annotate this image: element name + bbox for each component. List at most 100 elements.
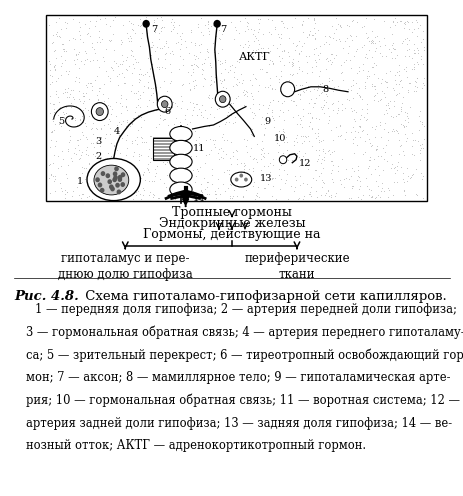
Point: [317, 176, 325, 184]
Circle shape: [219, 96, 225, 103]
Point: [206, 62, 213, 69]
Point: [238, 76, 246, 84]
Point: [69, 86, 76, 94]
Point: [130, 188, 138, 196]
Point: [182, 105, 190, 113]
Point: [228, 61, 236, 69]
Point: [383, 102, 391, 110]
Point: [291, 184, 298, 191]
Point: [363, 164, 371, 172]
Point: [349, 16, 356, 24]
Point: [384, 193, 391, 201]
Point: [198, 188, 206, 196]
Bar: [153, 155, 174, 157]
Point: [95, 134, 102, 142]
Point: [321, 32, 328, 40]
Point: [299, 152, 306, 160]
Point: [386, 48, 394, 56]
Point: [198, 65, 205, 73]
Point: [309, 14, 317, 22]
Point: [221, 59, 229, 66]
Point: [146, 64, 154, 72]
Point: [321, 87, 329, 95]
Point: [175, 65, 182, 73]
Point: [383, 128, 391, 136]
Point: [200, 59, 207, 67]
Point: [322, 189, 329, 197]
Point: [194, 133, 202, 141]
Point: [356, 183, 363, 190]
Point: [258, 101, 266, 109]
Point: [268, 59, 275, 66]
Point: [380, 110, 388, 118]
Point: [266, 81, 273, 89]
Point: [303, 58, 310, 65]
Point: [153, 14, 160, 22]
Point: [211, 73, 219, 81]
Point: [243, 18, 250, 26]
Point: [412, 77, 419, 85]
Point: [189, 106, 196, 114]
Point: [197, 112, 204, 120]
Point: [393, 127, 400, 135]
Point: [393, 52, 400, 60]
Point: [312, 134, 319, 142]
Point: [67, 103, 74, 111]
Point: [134, 187, 141, 195]
Point: [346, 172, 354, 180]
Point: [123, 131, 131, 139]
Point: [109, 31, 117, 39]
Point: [86, 160, 93, 168]
Point: [46, 92, 54, 100]
Point: [267, 108, 275, 116]
Point: [254, 193, 262, 201]
Point: [53, 28, 60, 36]
Point: [227, 138, 234, 146]
Point: [357, 195, 364, 203]
Point: [226, 111, 234, 119]
Point: [339, 176, 347, 184]
Point: [320, 40, 327, 48]
Point: [216, 57, 224, 64]
Point: [66, 90, 73, 98]
Point: [75, 27, 83, 35]
Point: [300, 192, 307, 200]
Point: [373, 182, 381, 189]
Point: [356, 115, 363, 123]
Point: [313, 128, 321, 136]
Point: [83, 56, 90, 63]
Point: [400, 65, 407, 73]
Point: [203, 190, 210, 198]
Point: [181, 180, 188, 187]
Text: 3 — гормональная обратная связь; 4 — артерия переднего гипоталаму-: 3 — гормональная обратная связь; 4 — арт…: [25, 325, 463, 339]
Point: [88, 195, 95, 203]
Point: [146, 132, 154, 140]
Point: [161, 64, 168, 72]
Point: [252, 34, 259, 42]
Point: [73, 136, 81, 144]
Point: [200, 194, 208, 202]
Point: [353, 18, 360, 26]
Point: [277, 72, 284, 80]
Point: [240, 175, 248, 183]
Point: [50, 109, 57, 117]
Point: [75, 87, 83, 95]
Point: [382, 78, 389, 86]
Point: [347, 184, 355, 192]
Point: [82, 122, 90, 129]
Point: [394, 150, 402, 158]
Point: [380, 89, 387, 97]
Point: [228, 194, 235, 202]
Point: [303, 180, 311, 188]
Point: [124, 29, 131, 37]
Point: [136, 103, 144, 111]
Point: [135, 152, 142, 160]
Point: [364, 72, 372, 80]
Point: [225, 105, 233, 113]
Bar: [153, 158, 174, 160]
Point: [48, 72, 55, 80]
Point: [368, 53, 375, 61]
Point: [400, 116, 408, 124]
Point: [108, 105, 115, 113]
Point: [306, 187, 313, 195]
